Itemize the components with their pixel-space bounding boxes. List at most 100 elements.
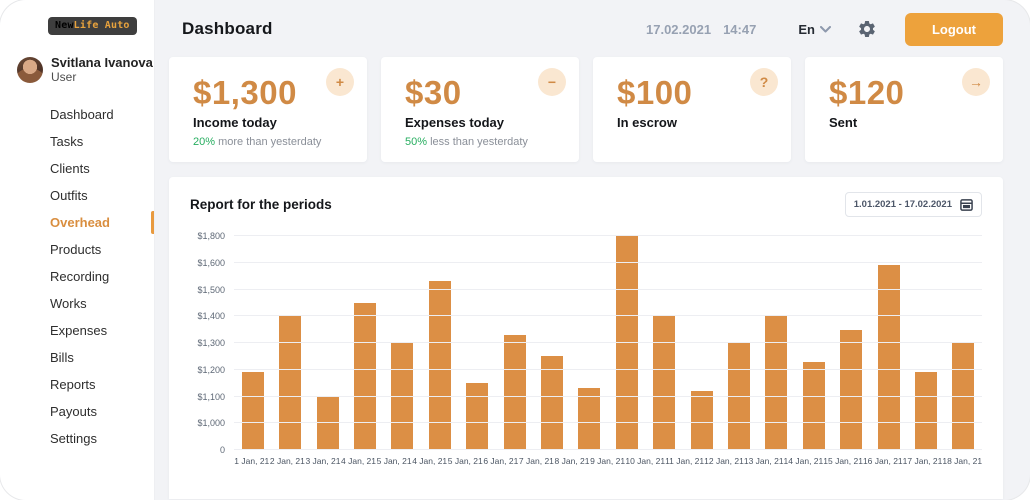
sidebar-item-dashboard[interactable]: Dashboard — [50, 106, 114, 122]
x-tick-label: 1 Jan, 21 — [234, 456, 270, 466]
sidebar-item-settings[interactable]: Settings — [50, 430, 97, 446]
bar-slot — [346, 236, 383, 450]
x-tick-label: 13 Jan, 21 — [743, 456, 784, 466]
bar-slot — [458, 236, 495, 450]
language-selector[interactable]: En — [798, 22, 831, 37]
bar-slot — [833, 236, 870, 450]
report-card: Report for the periods 1.01.2021 - 17.02… — [169, 177, 1003, 499]
bar-chart: 0 $1,000 $1,100 $1,200 $1,300 $1,400 $1,500 $1,… — [190, 231, 982, 455]
x-tick-label: 6 Jan, 21 — [483, 456, 519, 466]
sidebar-item-reports[interactable]: Reports — [50, 376, 96, 392]
arrow-right-icon[interactable]: → — [962, 68, 990, 96]
bar-slot — [683, 236, 720, 450]
bar-slot — [234, 236, 271, 450]
delta-text: more than yesterdaty — [215, 136, 322, 148]
bar — [279, 316, 302, 450]
bar — [765, 316, 788, 450]
x-tick-label: 18 Jan, 21 — [942, 456, 983, 466]
y-tick-label: $1,800 — [197, 231, 225, 241]
stat-label: In escrow — [617, 115, 677, 130]
x-tick-label: 3 Jan, 21 — [305, 456, 341, 466]
stat-cards-row: + $1,300 Income today 20% more than yest… — [169, 57, 1003, 162]
active-indicator — [151, 210, 154, 234]
bar — [877, 265, 900, 450]
logout-button[interactable]: Logout — [904, 12, 1003, 46]
bar-slot — [533, 236, 570, 450]
sidebar-item-outfits[interactable]: Outfits — [50, 187, 88, 203]
bar — [241, 372, 264, 450]
sidebar-item-bills[interactable]: Bills — [50, 349, 74, 365]
minus-icon[interactable]: − — [538, 68, 566, 96]
bar-slot — [608, 236, 645, 450]
current-time: 14:47 — [723, 21, 757, 37]
stat-value: $120 — [829, 74, 905, 111]
chevron-down-icon — [819, 25, 831, 32]
y-tick-label: $1,400 — [197, 311, 225, 322]
x-tick-label: 4 Jan, 21 — [412, 456, 448, 466]
bar-slot — [271, 236, 308, 450]
x-tick-label: 12 Jan, 21 — [704, 456, 744, 466]
topbar: Dashboard 17.02.2021 14:47 En Logout — [155, 0, 1030, 46]
settings-button[interactable] — [857, 19, 877, 39]
sidebar-item-tasks[interactable]: Tasks — [50, 133, 84, 149]
sidebar-item-clients[interactable]: Clients — [50, 160, 90, 176]
bar-slot — [645, 236, 682, 450]
y-tick-label: $1,600 — [197, 257, 225, 268]
x-tick-label: 17 Jan, 21 — [902, 456, 943, 466]
stat-card-sent: → $120 Sent — [805, 57, 1003, 162]
stat-card-escrow: ? $100 In escrow — [593, 57, 791, 162]
chart-x-axis: 1 Jan, 21 2 Jan, 21 3 Jan, 21 4 Jan, 21 5 Ja… — [234, 456, 982, 466]
user-profile[interactable]: Svitlana Ivanova User — [17, 55, 154, 85]
plus-icon[interactable]: + — [326, 68, 354, 96]
bar — [578, 388, 601, 450]
sidebar-item-expenses[interactable]: Expenses — [50, 322, 108, 338]
delta-text: less than yesterdaty — [427, 136, 528, 148]
bar-slot — [384, 236, 421, 450]
logo: NewLife Auto — [48, 17, 137, 35]
sidebar-item-works[interactable]: Works — [50, 295, 87, 311]
bar — [802, 361, 825, 450]
bar — [466, 383, 489, 450]
bar — [353, 302, 376, 450]
gridline — [234, 422, 982, 424]
sidebar-item-overhead[interactable]: Overhead — [0, 209, 154, 236]
bar — [428, 281, 451, 450]
gear-icon — [859, 21, 875, 37]
bar-slot — [907, 236, 944, 450]
bar-slot — [496, 236, 533, 450]
chart-bars — [234, 236, 982, 450]
bar-slot — [309, 236, 346, 450]
y-tick-label: 0 — [219, 445, 225, 455]
sidebar-item-payouts[interactable]: Payouts — [50, 403, 97, 419]
date-range-value: 1.01.2021 - 17.02.2021 — [853, 199, 952, 210]
stat-label: Sent — [829, 115, 858, 130]
x-tick-label: 14 Jan, 21 — [783, 456, 824, 466]
sidebar-item-recording[interactable]: Recording — [50, 268, 110, 284]
x-tick-label: 4 Jan, 21 — [341, 456, 377, 466]
x-tick-label: 11 Jan, 21 — [665, 456, 705, 466]
gridline — [234, 315, 982, 317]
date-range-picker[interactable]: 1.01.2021 - 17.02.2021 — [844, 192, 982, 217]
report-title: Report for the periods — [190, 197, 332, 212]
bar-slot — [945, 236, 982, 450]
bar — [391, 343, 414, 450]
y-tick-label: $1,100 — [197, 391, 225, 402]
bar — [653, 316, 676, 450]
bar — [316, 396, 339, 450]
x-tick-label: 15 Jan, 21 — [823, 456, 863, 466]
calendar-icon — [960, 199, 973, 211]
gridline — [234, 261, 982, 263]
bar — [952, 343, 975, 450]
stat-delta: 50% less than yesterdaty — [405, 136, 565, 148]
avatar — [17, 57, 43, 84]
x-tick-label: 16 Jan, 21 — [862, 456, 903, 466]
question-icon[interactable]: ? — [750, 68, 778, 96]
bar — [540, 356, 563, 450]
language-label: En — [798, 21, 815, 37]
datetime: 17.02.2021 14:47 — [646, 22, 756, 37]
bar-slot — [421, 236, 458, 450]
sidebar-item-products[interactable]: Products — [50, 241, 102, 257]
stat-label: Expenses today — [405, 115, 504, 130]
bar-slot — [571, 236, 608, 450]
